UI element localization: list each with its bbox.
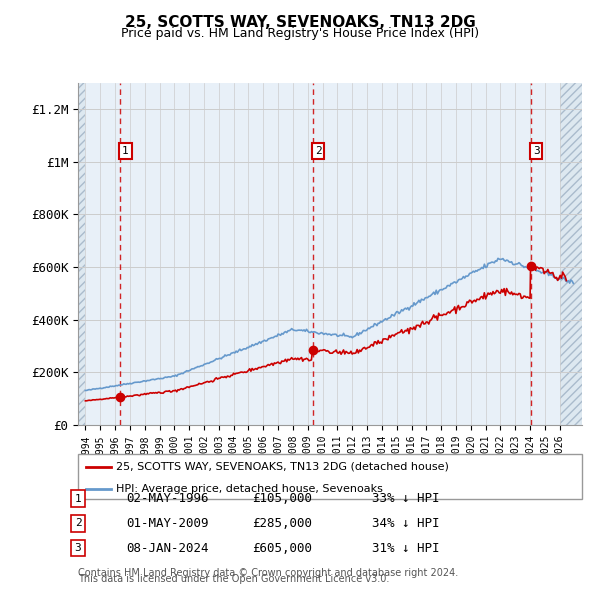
Text: 25, SCOTTS WAY, SEVENOAKS, TN13 2DG (detached house): 25, SCOTTS WAY, SEVENOAKS, TN13 2DG (det…: [116, 462, 449, 471]
FancyBboxPatch shape: [78, 454, 582, 499]
Text: 08-JAN-2024: 08-JAN-2024: [126, 542, 209, 555]
Text: 1: 1: [122, 146, 129, 156]
Text: £285,000: £285,000: [252, 517, 312, 530]
Bar: [78, 83, 85, 425]
Text: HPI: Average price, detached house, Sevenoaks: HPI: Average price, detached house, Seve…: [116, 484, 383, 494]
Text: 2: 2: [315, 146, 322, 156]
Text: 3: 3: [74, 543, 82, 553]
Text: £605,000: £605,000: [252, 542, 312, 555]
Text: 01-MAY-2009: 01-MAY-2009: [126, 517, 209, 530]
Text: Contains HM Land Registry data © Crown copyright and database right 2024.: Contains HM Land Registry data © Crown c…: [78, 568, 458, 578]
Text: 33% ↓ HPI: 33% ↓ HPI: [372, 492, 439, 505]
Text: 02-MAY-1996: 02-MAY-1996: [126, 492, 209, 505]
Text: 25, SCOTTS WAY, SEVENOAKS, TN13 2DG: 25, SCOTTS WAY, SEVENOAKS, TN13 2DG: [125, 15, 475, 30]
Bar: [560, 83, 582, 425]
Text: 31% ↓ HPI: 31% ↓ HPI: [372, 542, 439, 555]
Text: 1: 1: [74, 494, 82, 503]
Text: Price paid vs. HM Land Registry's House Price Index (HPI): Price paid vs. HM Land Registry's House …: [121, 27, 479, 40]
Text: This data is licensed under the Open Government Licence v3.0.: This data is licensed under the Open Gov…: [78, 574, 389, 584]
Text: 34% ↓ HPI: 34% ↓ HPI: [372, 517, 439, 530]
Text: £105,000: £105,000: [252, 492, 312, 505]
Text: 2: 2: [74, 519, 82, 528]
Text: 3: 3: [533, 146, 539, 156]
